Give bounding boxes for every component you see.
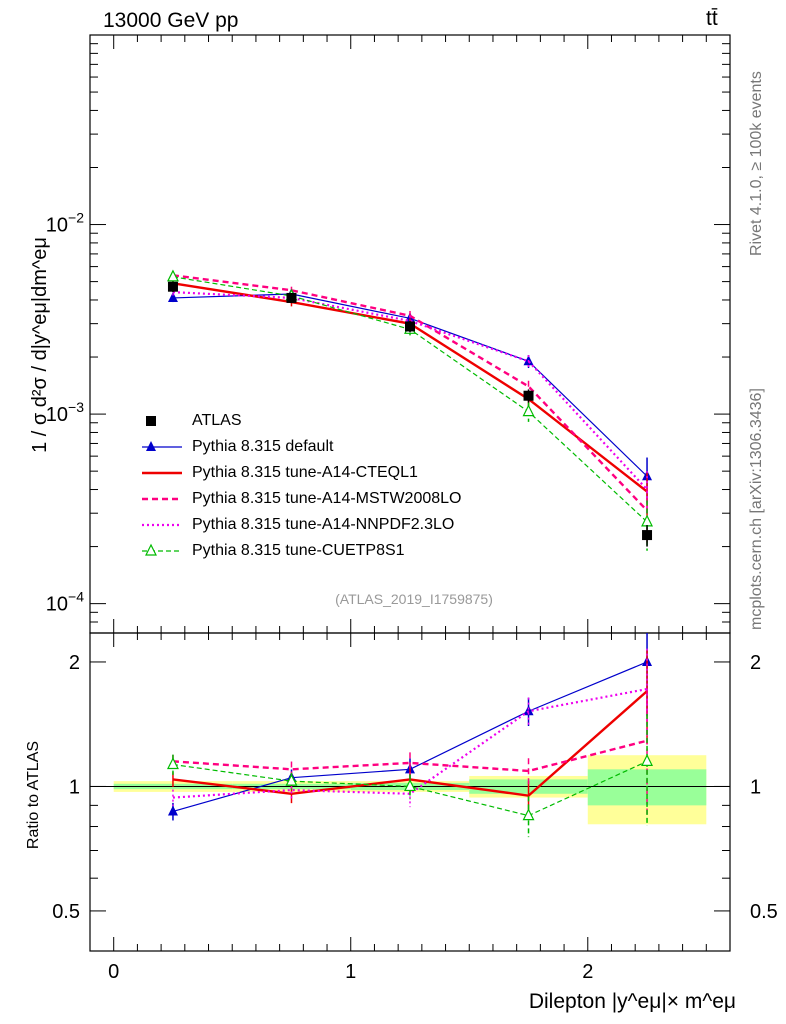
ratio-tick-label-right: 1 <box>750 776 761 798</box>
legend-line-nnpdf <box>142 523 182 527</box>
ratio-y-axis-title: Ratio to ATLAS <box>25 741 42 849</box>
legend-line-cteql1 <box>142 471 182 475</box>
legend-line-mstw <box>142 497 182 501</box>
atlas-point <box>642 530 653 541</box>
x-tick-label: 0 <box>108 961 119 983</box>
header-process: tt̄ <box>706 7 718 30</box>
x-tick-label: 1 <box>345 961 356 983</box>
series-4-ratio-point <box>404 779 416 792</box>
legend-label-cuetp8s1: Pythia 8.315 tune-CUETP8S1 <box>192 542 405 559</box>
y-tick-label: 10−2 <box>46 210 84 237</box>
legend-label-mstw: Pythia 8.315 tune-A14-MSTW2008LO <box>192 490 462 507</box>
x-axis-title: Dilepton |y^eμ|× m^eμ <box>529 990 736 1013</box>
series-3-ratio-line <box>172 687 648 799</box>
ratio-tick-label-right: 0.5 <box>750 901 778 923</box>
series-4-ratio-point <box>641 754 654 766</box>
series-4-ratio-line <box>172 760 648 817</box>
x-tick-label: 2 <box>582 961 593 983</box>
series-4-ratio-point <box>166 757 179 770</box>
legend-label-default: Pythia 8.315 default <box>192 438 334 455</box>
series-4-ratio-point <box>285 773 298 786</box>
legend-item-mstw: Pythia 8.315 tune-A14-MSTW2008LO <box>140 486 461 512</box>
series-4-point <box>641 514 654 527</box>
series-0-ratio-point <box>167 805 178 816</box>
series-0-point <box>167 291 178 302</box>
legend-item-default: Pythia 8.315 default <box>140 434 333 460</box>
ratio-tick-label-left: 0.5 <box>52 901 80 923</box>
y-tick-label: 10−4 <box>46 589 84 616</box>
legend-label-atlas: ATLAS <box>192 412 242 429</box>
legend-item-cuetp8s1: Pythia 8.315 tune-CUETP8S1 <box>140 538 405 564</box>
analysis-id: (ATLAS_2019_I1759875) <box>335 591 493 607</box>
legend-marker-atlas <box>146 416 156 426</box>
ratio-tick-label-left: 2 <box>69 652 80 674</box>
atlas-point <box>523 390 534 401</box>
legend-item-atlas: ATLAS <box>140 408 242 434</box>
series-4-ratio-point <box>522 808 535 821</box>
ratio-plot-frame <box>89 632 731 952</box>
atlas-point <box>286 292 297 303</box>
y-tick-label: 10−3 <box>46 399 84 426</box>
legend-line-default <box>142 441 182 451</box>
ratio-tick-label-right: 2 <box>750 652 761 674</box>
y-axis-title: 1 / σ d²σ / d|y^eμ|dm^eμ <box>29 237 51 453</box>
legend-line-cuetp8s1 <box>142 543 182 556</box>
series-4-point <box>166 269 179 282</box>
series-4-point <box>522 404 535 417</box>
series-4-legend-marker <box>145 543 157 556</box>
legend-item-cteql1: Pythia 8.315 tune-A14-CTEQL1 <box>140 460 418 486</box>
atlas-point <box>405 321 415 332</box>
legend-label-cteql1: Pythia 8.315 tune-A14-CTEQL1 <box>192 464 418 481</box>
legend-item-nnpdf: Pythia 8.315 tune-A14-NNPDF2.3LO <box>140 512 454 538</box>
header-energy: 13000 GeV pp <box>103 9 239 32</box>
atlas-point <box>167 281 178 292</box>
legend-label-nnpdf: Pythia 8.315 tune-A14-NNPDF2.3LO <box>192 516 455 533</box>
ratio-tick-label-left: 1 <box>69 776 80 798</box>
series-0-legend-marker <box>146 441 156 451</box>
